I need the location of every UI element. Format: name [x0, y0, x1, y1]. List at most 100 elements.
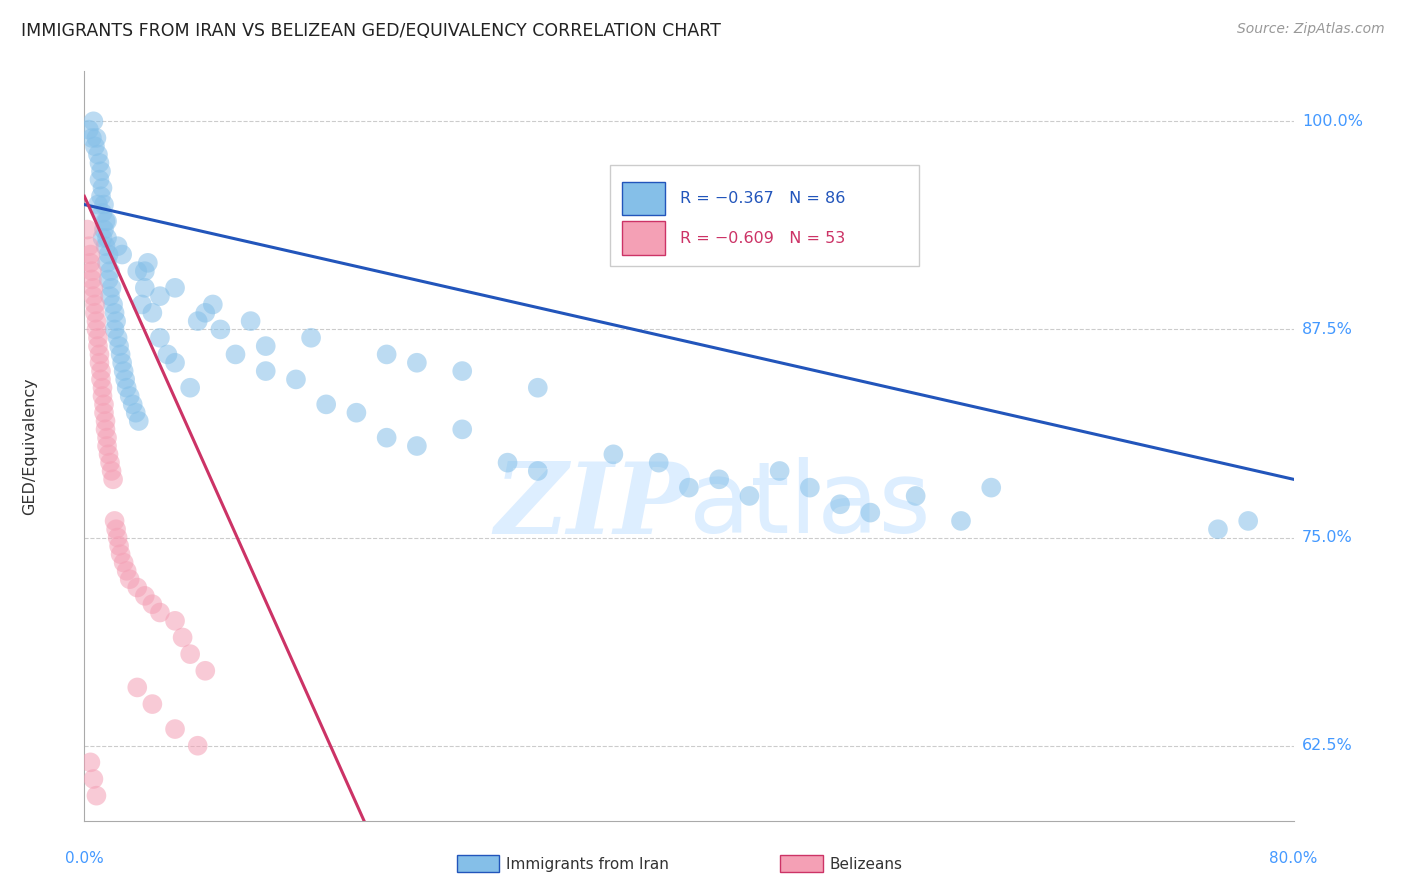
Point	[94, 239, 117, 253]
Point	[179, 381, 201, 395]
Point	[104, 322, 127, 336]
Point	[127, 264, 149, 278]
Point	[134, 264, 156, 278]
Point	[96, 256, 118, 270]
Point	[141, 697, 163, 711]
Point	[406, 356, 429, 370]
Text: Immigrants from Iran: Immigrants from Iran	[506, 857, 669, 871]
Point	[80, 272, 103, 286]
Point	[115, 564, 138, 578]
Point	[830, 497, 852, 511]
Text: Source: ZipAtlas.com: Source: ZipAtlas.com	[1237, 22, 1385, 37]
Point	[91, 181, 114, 195]
Point	[97, 272, 120, 286]
Point	[406, 439, 429, 453]
Point	[84, 139, 107, 153]
Point	[94, 214, 117, 228]
Text: 80.0%: 80.0%	[1270, 851, 1317, 866]
Point	[107, 531, 129, 545]
Point	[79, 247, 101, 261]
Point	[76, 222, 98, 236]
Point	[172, 631, 194, 645]
Point	[165, 281, 187, 295]
Point	[86, 314, 108, 328]
Point	[97, 247, 120, 261]
Point	[90, 189, 112, 203]
Text: R = −0.609   N = 53: R = −0.609 N = 53	[681, 231, 846, 246]
Point	[225, 347, 247, 361]
Point	[87, 147, 110, 161]
Point	[602, 447, 624, 461]
Point	[98, 289, 121, 303]
Text: 0.0%: 0.0%	[65, 851, 104, 866]
Point	[90, 164, 112, 178]
Point	[96, 214, 118, 228]
Point	[709, 472, 731, 486]
Point	[799, 481, 821, 495]
Point	[107, 239, 129, 253]
Point	[648, 456, 671, 470]
Point	[134, 589, 156, 603]
Point	[86, 789, 108, 803]
Point	[77, 122, 100, 136]
FancyBboxPatch shape	[623, 221, 665, 255]
Point	[82, 772, 104, 786]
Point	[100, 464, 122, 478]
Point	[79, 256, 101, 270]
Point	[108, 339, 131, 353]
Point	[149, 289, 172, 303]
Point	[111, 247, 134, 261]
Point	[1206, 522, 1229, 536]
Point	[156, 347, 179, 361]
Point	[104, 306, 127, 320]
Point	[285, 372, 308, 386]
Point	[93, 406, 115, 420]
Text: 87.5%: 87.5%	[1302, 322, 1353, 337]
Text: atlas: atlas	[689, 458, 931, 555]
Point	[87, 331, 110, 345]
Point	[90, 372, 112, 386]
Point	[89, 356, 111, 370]
Point	[86, 322, 108, 336]
Point	[239, 314, 262, 328]
Point	[950, 514, 973, 528]
Point	[97, 447, 120, 461]
Point	[375, 431, 398, 445]
Point	[209, 322, 232, 336]
Point	[105, 314, 128, 328]
Point	[82, 289, 104, 303]
Point	[90, 364, 112, 378]
Point	[77, 239, 100, 253]
Point	[91, 381, 114, 395]
Point	[194, 306, 217, 320]
Point	[82, 114, 104, 128]
Point	[91, 231, 114, 245]
Point	[1237, 514, 1260, 528]
Point	[299, 331, 322, 345]
Point	[96, 231, 118, 245]
Point	[89, 347, 111, 361]
Point	[451, 422, 474, 436]
Text: ZIP: ZIP	[494, 458, 689, 554]
Point	[678, 481, 700, 495]
Point	[980, 481, 1002, 495]
Point	[110, 547, 132, 561]
Point	[96, 431, 118, 445]
Point	[112, 364, 135, 378]
Text: Belizeans: Belizeans	[830, 857, 903, 871]
FancyBboxPatch shape	[610, 165, 918, 266]
Point	[201, 297, 224, 311]
Point	[91, 206, 114, 220]
Point	[93, 197, 115, 211]
Text: 75.0%: 75.0%	[1302, 530, 1353, 545]
Point	[496, 456, 519, 470]
Point	[112, 556, 135, 570]
Point	[104, 514, 127, 528]
Point	[149, 606, 172, 620]
Point	[315, 397, 337, 411]
Point	[904, 489, 927, 503]
Point	[127, 581, 149, 595]
Point	[82, 281, 104, 295]
Point	[98, 456, 121, 470]
Point	[134, 281, 156, 295]
